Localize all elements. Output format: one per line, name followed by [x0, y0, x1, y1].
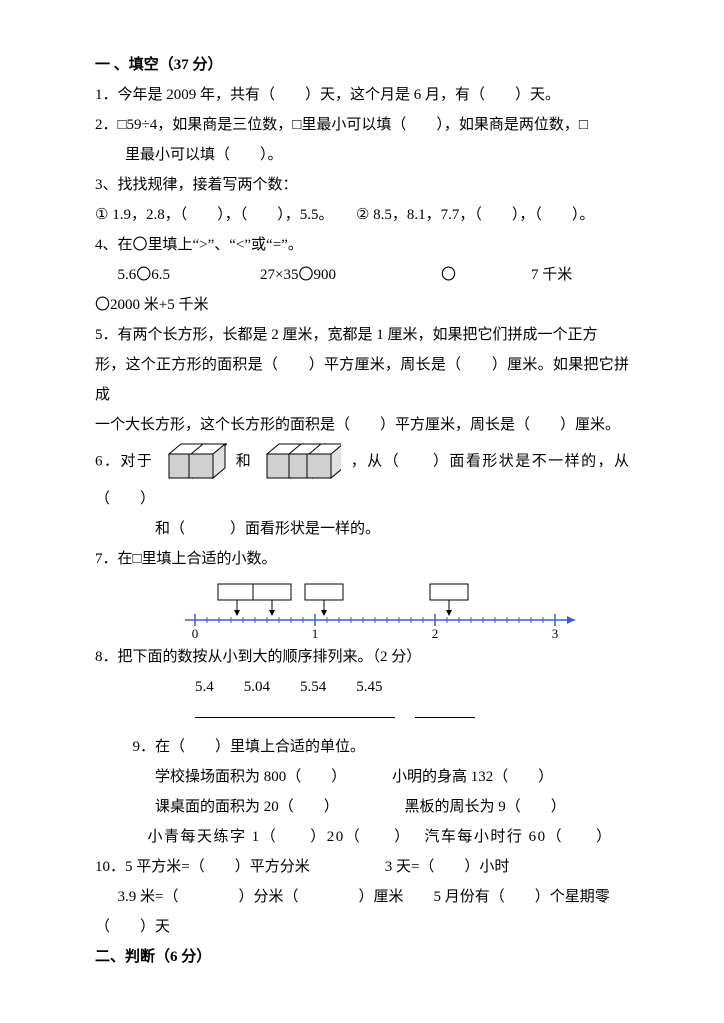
number-line: 0 1 2 3 — [175, 580, 595, 640]
q3-line2: ① 1.9，2.8，（ ），（ ），5.5。 ② 8.5，8.1，7.7，（ ）… — [95, 200, 629, 230]
q3-line1: 3、找找规律，接着写两个数： — [95, 170, 629, 200]
blank-line-2 — [415, 717, 475, 718]
blank-line-1 — [195, 717, 395, 718]
q9-4a: 小青每天练字 1（ ）20（ ） — [148, 822, 425, 852]
q4-line1: 4、在〇里填上“>”、“<”或“=”。 — [95, 230, 629, 260]
q9-2a: 学校操场面积为 800（ ） — [155, 762, 392, 792]
q9-line1: 9．在（ ）里填上合适的单位。 — [95, 732, 629, 762]
q6-text2: 和 — [236, 453, 252, 469]
q10-line2: 3.9 米=（ ）分米（ ）厘米 5 月份有（ ）个星期零 — [95, 882, 629, 912]
q1: 1．今年是 2009 年，共有（ ）天，这个月是 6 月，有（ ）天。 — [95, 80, 629, 110]
svg-text:1: 1 — [312, 626, 319, 640]
q9-row4: 小青每天练字 1（ ）20（ ） 汽车每小时行 60（ ） — [95, 822, 629, 852]
section1-title: 一 、填空（37 分） — [95, 50, 629, 80]
q5-line2: 形，这个正方形的面积是（ ）平方厘米，周长是（ ）厘米。如果把它拼成 — [95, 350, 629, 410]
q9-row2: 学校操场面积为 800（ ） 小明的身高 132（ ） — [95, 762, 629, 792]
cube-figure-2 — [261, 440, 341, 484]
q10-line3: （ ）天 — [95, 912, 629, 942]
svg-text:0: 0 — [192, 626, 199, 640]
q9-row3: 课桌面的面积为 20（ ） 黑板的周长为 9（ ） — [95, 792, 629, 822]
svg-text:3: 3 — [552, 626, 559, 640]
q8-line2: 5.4 5.04 5.54 5.45 — [195, 672, 629, 702]
q8-blanks — [195, 702, 629, 732]
q6-text1: 6．对于 — [95, 453, 153, 469]
q7: 7．在□里填上合适的小数。 — [95, 544, 629, 574]
q9-3a: 课桌面的面积为 20（ ） — [155, 792, 404, 822]
q9-3b: 黑板的周长为 9（ ） — [404, 792, 629, 822]
svg-text:2: 2 — [432, 626, 439, 640]
q5-line1: 5．有两个长方形，长都是 2 厘米，宽都是 1 厘米，如果把它们拼成一个正方 — [95, 320, 629, 350]
q4-line2: 5.6〇6.5 27×35〇900 〇 7 千米 — [95, 260, 629, 290]
q8-line1: 8．把下面的数按从小到大的顺序排列来。（2 分） — [95, 642, 629, 672]
q2-line1: 2．□59÷4，如果商是三位数，□里最小可以填（ ），如果商是两位数，□ — [95, 110, 629, 140]
q5-line3: 一个大长方形，这个长方形的面积是（ ）平方厘米，周长是（ ）厘米。 — [95, 410, 629, 440]
q9-2b: 小明的身高 132（ ） — [392, 762, 629, 792]
q6-line2: 和（ ）面看形状是一样的。 — [95, 514, 629, 544]
q10-line1: 10．5 平方米=（ ）平方分米 3 天=（ ）小时 — [95, 852, 629, 882]
q6-line1: 6．对于 和 ，从（ ）面看形状是不一样的，从（ ） — [95, 440, 629, 514]
q2-line2: 里最小可以填（ ）。 — [95, 140, 629, 170]
section2-title: 二、判断（6 分） — [95, 942, 629, 972]
cube-figure-1 — [163, 440, 227, 484]
q9-4b: 汽车每小时行 60（ ） — [424, 822, 629, 852]
q4-line3: 〇2000 米+5 千米 — [95, 290, 629, 320]
